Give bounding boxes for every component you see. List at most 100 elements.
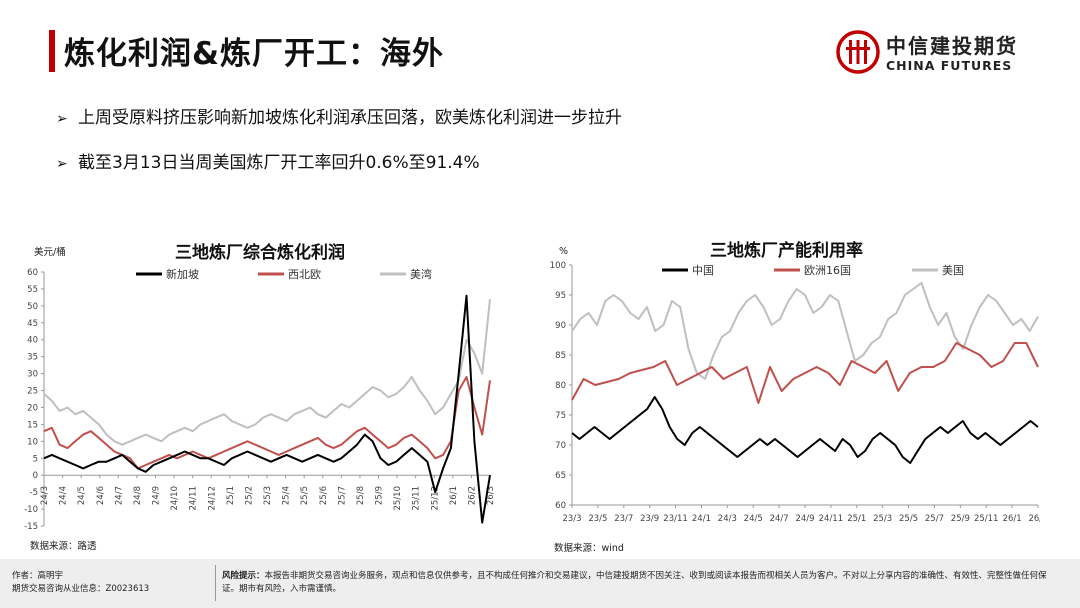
x-tick-label: 24/7 bbox=[770, 514, 789, 524]
y-tick-label: -5 bbox=[30, 488, 38, 498]
title-accent-bar bbox=[49, 30, 55, 72]
chart-title-profit: 三地炼厂综合炼化利润 bbox=[175, 243, 345, 263]
x-tick-label: 25/12 bbox=[430, 486, 440, 511]
chart-refining-profit: -15 -10 -5 0 5 10 15 20 25 30 35 40 45 50 55 60 24/3 24/4… bbox=[24, 267, 496, 532]
series-line-西北欧 bbox=[43, 376, 491, 470]
risk-disclaimer: 风险提示：本报告非期货交易咨询业务服务，观点和信息仅供参考，且不构成任何推介和交… bbox=[222, 570, 1062, 596]
x-tick-label: 24/9 bbox=[152, 486, 162, 505]
arrow-bullet-icon: ➢ bbox=[56, 111, 68, 127]
footer-bar bbox=[0, 559, 1080, 608]
logo-text-en: CHINA FUTURES bbox=[886, 58, 1013, 73]
x-tick-label: 23/11 bbox=[663, 514, 688, 524]
x-tick-label: 25/5 bbox=[899, 514, 918, 524]
x-tick-label: 23/9 bbox=[640, 514, 659, 524]
company-logo: 中信建投期货 CHINA FUTURES bbox=[836, 28, 1036, 76]
x-tick-label: 25/9 bbox=[375, 486, 385, 505]
x-tick-label: 25/6 bbox=[319, 486, 329, 505]
bullet-text: 上周受原料挤压影响新加坡炼化利润承压回落，欧美炼化利润进一步拉升 bbox=[78, 108, 622, 128]
y-tick-label: -15 bbox=[24, 522, 38, 532]
x-tick-label: 25/7 bbox=[337, 486, 347, 505]
x-tick-label: 24/12 bbox=[207, 486, 217, 511]
x-tick-label: 26/3 bbox=[1028, 514, 1040, 524]
risk-label: 风险提示： bbox=[222, 571, 265, 581]
x-tick-label: 24/4 bbox=[59, 486, 69, 505]
x-tick-label: 25/11 bbox=[974, 514, 999, 524]
author-name: 作者：高明宇 bbox=[12, 571, 64, 581]
x-tick-label: 25/3 bbox=[263, 486, 273, 505]
x-tick-label: 26/2 bbox=[467, 486, 477, 505]
risk-text: 本报告非期货交易咨询业务服务，观点和信息仅供参考，且不构成任何推介和交易建议，中… bbox=[222, 571, 1047, 594]
y-tick-label: -10 bbox=[24, 505, 38, 515]
x-tick-label: 24/5 bbox=[77, 486, 87, 505]
x-tick-label: 24/11 bbox=[819, 514, 844, 524]
footer-divider bbox=[215, 565, 216, 601]
y-tick-label: 70 bbox=[555, 441, 566, 451]
x-tick-label: 25/8 bbox=[356, 486, 366, 505]
source-note-utilization: 数据来源：wind bbox=[554, 543, 624, 554]
legend-label: 西北欧 bbox=[288, 268, 321, 281]
y-tick-label: 20 bbox=[27, 403, 38, 413]
chart-capacity-utilization: 60 65 70 75 80 85 90 95 100 23/3 23/5 23/7 23/9 23/11… bbox=[550, 261, 1040, 524]
series-line-美国 bbox=[571, 282, 1039, 380]
bullet-item: ➢ 截至3月13日当周美国炼厂开工率回升0.6%至91.4% bbox=[56, 148, 480, 173]
y-tick-label: 45 bbox=[27, 319, 38, 329]
y-tick-label: 60 bbox=[27, 268, 38, 278]
y-tick-label: 100 bbox=[550, 261, 566, 271]
y-tick-label: 75 bbox=[555, 411, 566, 421]
y-tick-label: 10 bbox=[27, 437, 38, 447]
x-tick-label: 25/1 bbox=[847, 514, 866, 524]
y-tick-label: 50 bbox=[27, 302, 38, 312]
x-tick-label: 24/9 bbox=[795, 514, 814, 524]
legend-label: 美湾 bbox=[410, 267, 432, 281]
x-tick-label: 25/9 bbox=[951, 514, 970, 524]
x-tick-label: 23/3 bbox=[562, 514, 581, 524]
x-tick-label: 25/11 bbox=[412, 486, 422, 511]
series-line-美湾 bbox=[43, 298, 491, 446]
footer-author-info: 作者：高明宇 期货交易咨询从业信息：Z0023613 bbox=[12, 570, 149, 596]
y-tick-label: 85 bbox=[555, 351, 566, 361]
y-tick-label: 40 bbox=[27, 336, 38, 346]
y-tick-label: 25 bbox=[27, 387, 38, 397]
y-tick-label: 15 bbox=[27, 420, 38, 430]
bullet-item: ➢ 上周受原料挤压影响新加坡炼化利润承压回落，欧美炼化利润进一步拉升 bbox=[56, 103, 622, 128]
y-tick-label: 35 bbox=[27, 353, 38, 363]
x-tick-label: 25/4 bbox=[282, 486, 292, 505]
y-tick-label: 80 bbox=[555, 381, 566, 391]
bullet-text: 截至3月13日当周美国炼厂开工率回升0.6%至91.4% bbox=[78, 153, 480, 173]
y-tick-label: 5 bbox=[33, 454, 38, 464]
page-title: 炼化利润&炼厂开工：海外 bbox=[64, 36, 445, 72]
x-tick-label: 24/7 bbox=[114, 486, 124, 505]
series-line-新加坡 bbox=[43, 294, 491, 524]
y-tick-label: 95 bbox=[555, 291, 566, 301]
y-tick-label: 65 bbox=[555, 471, 566, 481]
y-tick-label: 90 bbox=[555, 321, 566, 331]
license-number: 期货交易咨询从业信息：Z0023613 bbox=[12, 584, 150, 594]
arrow-bullet-icon: ➢ bbox=[56, 156, 68, 172]
logo-text-cn: 中信建投期货 bbox=[886, 34, 1018, 58]
legend-label: 欧洲16国 bbox=[804, 264, 851, 277]
china-futures-logo-icon bbox=[836, 30, 880, 74]
y-tick-label: 30 bbox=[27, 370, 38, 380]
x-tick-label: 25/5 bbox=[300, 486, 310, 505]
x-tick-label: 24/1 bbox=[692, 514, 711, 524]
y-axis-unit-profit: 美元/桶 bbox=[34, 247, 66, 258]
x-tick-label: 25/2 bbox=[244, 486, 254, 505]
y-tick-label: 60 bbox=[555, 501, 566, 511]
x-tick-label: 24/3 bbox=[718, 514, 737, 524]
x-tick-label: 24/6 bbox=[96, 486, 106, 505]
legend-label: 美国 bbox=[942, 264, 964, 277]
y-tick-label: 55 bbox=[27, 285, 38, 295]
x-tick-label: 25/7 bbox=[925, 514, 944, 524]
x-tick-label: 23/5 bbox=[588, 514, 607, 524]
x-tick-label: 24/5 bbox=[744, 514, 763, 524]
legend-label: 中国 bbox=[692, 264, 714, 277]
source-note-profit: 数据来源：路透 bbox=[30, 541, 97, 552]
x-tick-label: 23/7 bbox=[614, 514, 633, 524]
y-tick-label: 0 bbox=[33, 471, 38, 481]
x-tick-label: 24/11 bbox=[189, 486, 199, 511]
y-axis-unit-utilization: % bbox=[559, 246, 569, 257]
series-line-中国 bbox=[571, 396, 1039, 464]
x-tick-label: 25/1 bbox=[226, 486, 236, 505]
chart-title-utilization: 三地炼厂产能利用率 bbox=[710, 241, 863, 261]
x-tick-label: 26/1 bbox=[449, 486, 459, 505]
